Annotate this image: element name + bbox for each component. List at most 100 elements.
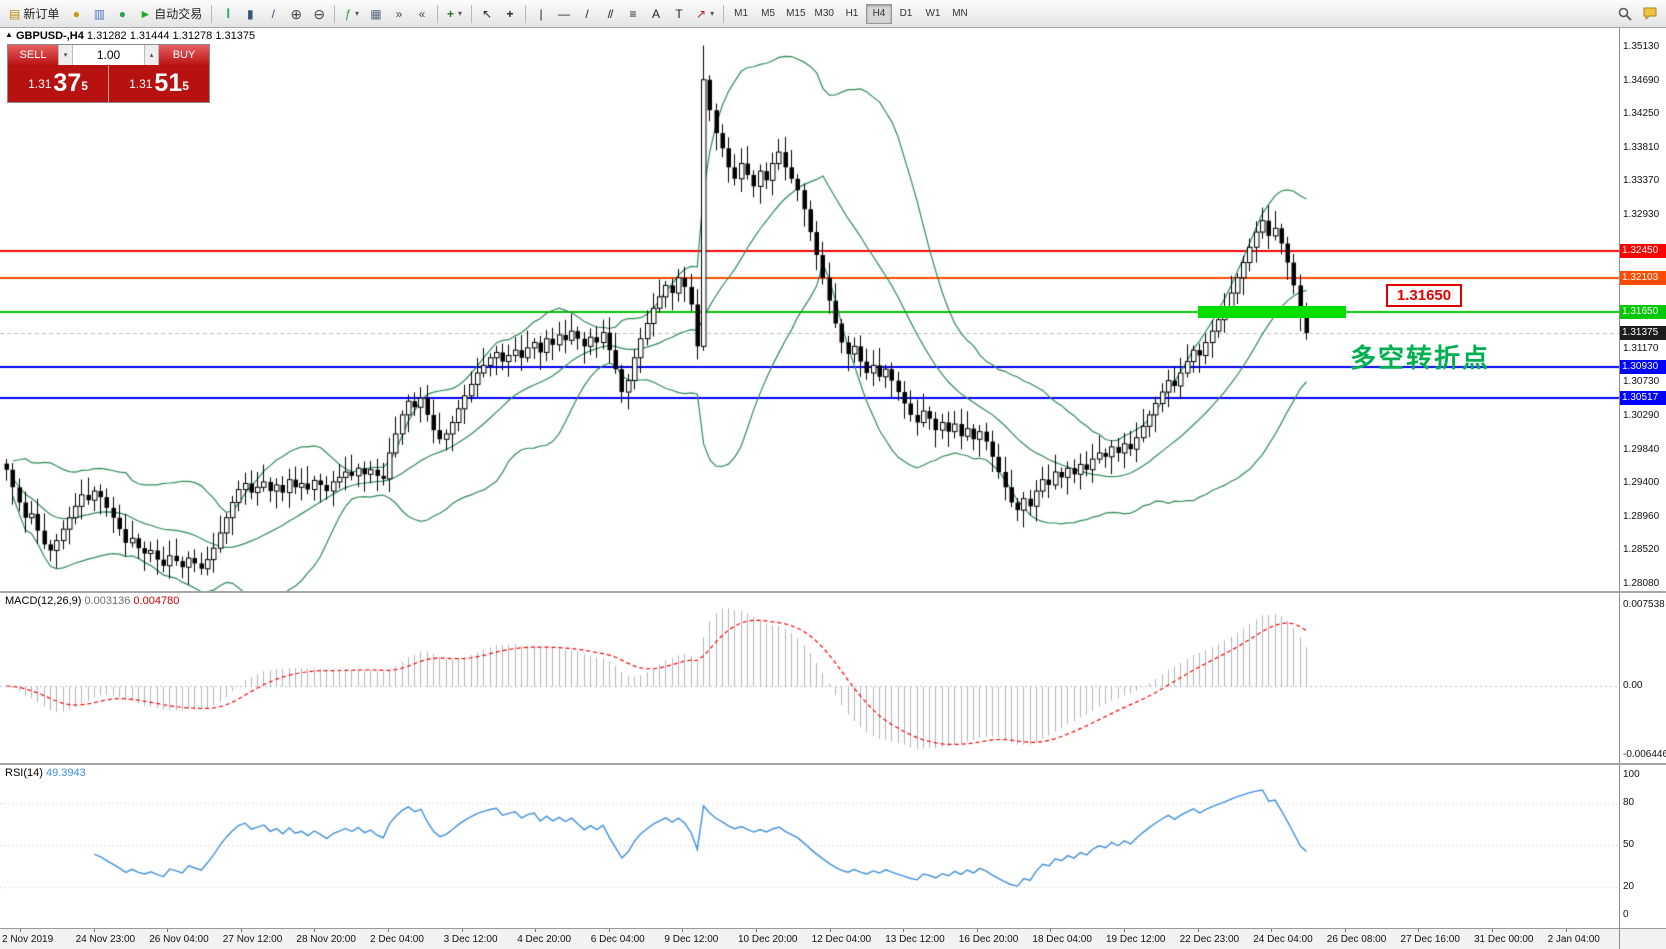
crosshair-button[interactable]: + xyxy=(499,3,521,25)
zoom-out-button[interactable]: ⊖ xyxy=(308,3,330,25)
text-tool-button[interactable]: A xyxy=(645,3,667,25)
cursor-icon: ↖ xyxy=(481,6,493,21)
line-chart-button[interactable]: / xyxy=(262,3,284,25)
price-tick: 1.31170 xyxy=(1623,342,1659,354)
turning-point-note[interactable]: 多空转折点 xyxy=(1350,343,1491,373)
price-level-callout[interactable]: 1.31650 xyxy=(1386,284,1462,307)
sell-price-prefix: 1.31 xyxy=(28,76,52,91)
time-label: 2 Jan 04:00 xyxy=(1547,934,1600,945)
time-tick xyxy=(682,929,684,932)
autotrading-button[interactable]: ► 自动交易 xyxy=(134,3,207,25)
lot-increase-button[interactable]: ▴ xyxy=(144,45,159,65)
sell-price-display[interactable]: 1.31 37 5 xyxy=(8,65,109,102)
time-label: 18 Dec 04:00 xyxy=(1032,934,1092,945)
level-price-tag: 1.31650 xyxy=(1620,305,1666,320)
timeframe-h4-button[interactable]: H4 xyxy=(865,3,892,24)
chart-symbol-info: ▲ GBPUSD-,H4 1.31282 1.31444 1.31278 1.3… xyxy=(5,30,255,42)
arrows-tool-button[interactable]: ↗ ▾ xyxy=(691,3,719,25)
toolbar-separator xyxy=(211,4,213,23)
rsi-canvas[interactable] xyxy=(0,765,1619,928)
time-label: 27 Nov 12:00 xyxy=(222,934,283,945)
timeframe-h1-button[interactable]: H1 xyxy=(839,4,865,24)
time-tick xyxy=(1492,929,1493,932)
lot-size-input[interactable] xyxy=(73,45,144,65)
text-tool-icon: A xyxy=(651,6,660,21)
timeframe-m5-button[interactable]: M5 xyxy=(755,4,781,24)
rsi-scale[interactable]: 100 80 50 20 0 xyxy=(1619,765,1666,928)
community-chat-button[interactable] xyxy=(1638,3,1662,25)
main-price-scale[interactable]: 1.35130 1.34690 1.34250 1.33810 1.33370 1.329… xyxy=(1619,28,1666,591)
lot-decrease-button[interactable]: ▾ xyxy=(58,45,73,65)
horizontal-line-button[interactable]: — xyxy=(553,3,575,25)
profiles-icon: ● xyxy=(72,6,80,21)
timeframe-d1-button[interactable]: D1 xyxy=(893,4,919,24)
bar-chart-button[interactable]: ||| xyxy=(216,3,238,25)
chart-shift-button[interactable]: « xyxy=(411,3,433,25)
profiles-button[interactable]: ● xyxy=(65,3,87,25)
buy-button[interactable]: BUY xyxy=(159,45,209,65)
timeframe-w1-button[interactable]: W1 xyxy=(920,4,946,24)
market-watch-button[interactable]: ● xyxy=(111,3,133,25)
level-price-tag: 1.30930 xyxy=(1620,359,1666,374)
label-tool-button[interactable]: T xyxy=(668,3,690,25)
autotrading-play-icon: ► xyxy=(139,6,152,21)
timeframe-m30-button[interactable]: M30 xyxy=(811,4,838,24)
sell-button[interactable]: SELL xyxy=(8,45,58,65)
price-tick: 1.32930 xyxy=(1623,208,1660,220)
rsi-scale-tick: 80 xyxy=(1623,797,1635,808)
macd-scale-tick: 0.00 xyxy=(1623,680,1643,691)
zoom-out-icon: ⊖ xyxy=(313,5,326,22)
new-order-button[interactable]: ▤ 新订单 xyxy=(4,3,64,25)
candlestick-chart-button[interactable]: ▮ xyxy=(239,3,261,25)
time-tick xyxy=(1124,929,1125,932)
trendline-button[interactable]: / xyxy=(576,3,598,25)
support-zone-highlight[interactable] xyxy=(1198,306,1346,318)
macd-canvas[interactable] xyxy=(0,593,1619,763)
indicators-button[interactable]: ƒ ▾ xyxy=(339,3,364,25)
search-icon xyxy=(1618,7,1632,21)
charts-button[interactable]: ▥ xyxy=(88,3,110,25)
time-tick xyxy=(240,929,242,932)
time-label: 24 Dec 04:00 xyxy=(1253,934,1313,945)
price-tick: 1.33810 xyxy=(1623,141,1660,153)
panel-splitter[interactable] xyxy=(0,591,1666,593)
timeframe-m1-button[interactable]: M1 xyxy=(728,4,754,24)
rsi-scale-tick: 0 xyxy=(1623,909,1629,920)
panel-splitter[interactable] xyxy=(0,763,1666,765)
vertical-line-icon: | xyxy=(539,6,543,21)
buy-price-display[interactable]: 1.31 51 5 xyxy=(109,65,209,102)
macd-scale[interactable]: 0.007538 0.00 -0.006446 xyxy=(1619,593,1666,763)
price-chart-canvas[interactable] xyxy=(0,28,1619,591)
buy-price-sup: 5 xyxy=(182,78,189,93)
timeframe-m15-button[interactable]: M15 xyxy=(782,4,809,24)
toolbar-separator xyxy=(471,4,472,23)
channel-button[interactable]: // xyxy=(599,3,621,25)
time-tick xyxy=(93,929,95,932)
price-tick: 1.35130 xyxy=(1623,41,1660,52)
macd-scale-tick: -0.006446 xyxy=(1623,749,1666,760)
price-tick: 1.28960 xyxy=(1623,510,1660,522)
zoom-in-button[interactable]: ⊕ xyxy=(285,3,307,25)
time-tick xyxy=(829,929,831,932)
cursor-button[interactable]: ↖ xyxy=(476,3,498,25)
time-axis[interactable]: 2 Nov 2019 24 Nov 23:00 26 Nov 04:00 27 Nov… xyxy=(0,928,1666,949)
dropdown-caret-icon: ▾ xyxy=(710,9,715,18)
time-tick xyxy=(388,929,389,932)
vertical-line-button[interactable]: | xyxy=(530,3,552,25)
auto-scroll-button[interactable]: » xyxy=(388,3,410,25)
fibonacci-button[interactable]: ≡ xyxy=(622,3,644,25)
tile-windows-button[interactable]: ▦ xyxy=(365,3,387,25)
timeframe-mn-button[interactable]: MN xyxy=(947,4,973,24)
time-tick xyxy=(461,929,463,932)
bar-chart-icon: ||| xyxy=(226,7,230,19)
new-object-button[interactable]: + ▾ xyxy=(442,3,467,25)
spin-down-icon: ▾ xyxy=(63,52,68,59)
price-tick: 1.28520 xyxy=(1623,544,1660,556)
search-button[interactable] xyxy=(1613,3,1637,25)
macd-label: MACD(12,26,9) 0.003136 0.004780 xyxy=(5,595,179,607)
spin-up-icon: ▴ xyxy=(149,52,154,59)
rsi-scale-tick: 20 xyxy=(1623,881,1635,892)
price-scale-column: 1.35130 1.34690 1.34250 1.33810 1.33370 1.329… xyxy=(1619,28,1666,949)
